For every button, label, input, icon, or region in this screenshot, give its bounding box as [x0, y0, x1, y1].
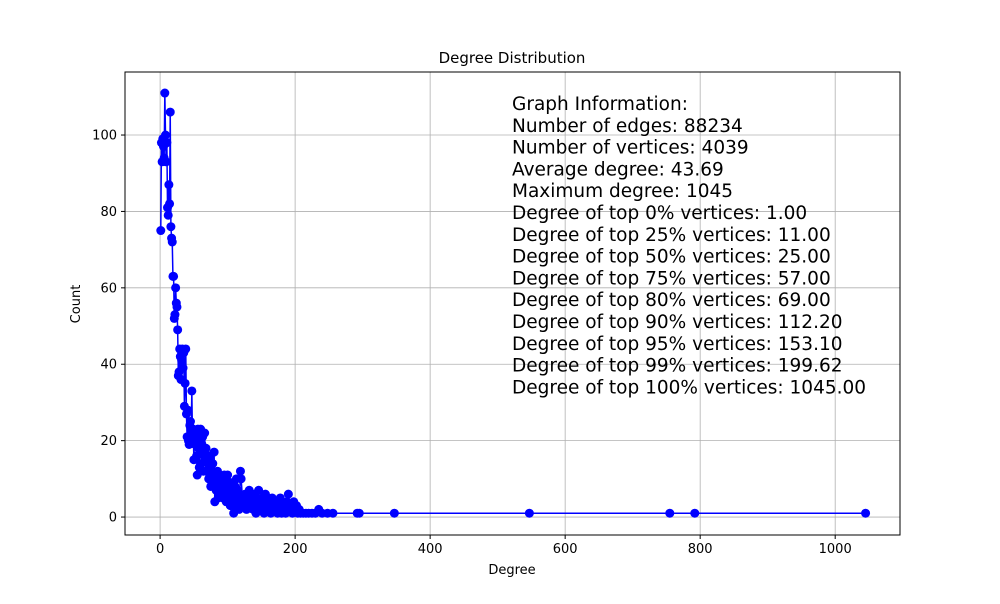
data-point	[260, 489, 270, 499]
x-tick-label: 200	[283, 542, 308, 557]
data-point	[172, 302, 182, 312]
x-tick-label: 1000	[819, 542, 852, 557]
data-point	[181, 344, 191, 354]
data-point	[201, 443, 211, 453]
x-tick-label: 0	[156, 542, 164, 557]
annotation-line: Degree of top 25% vertices: 11.00	[512, 225, 831, 246]
x-tick-label: 600	[553, 542, 578, 557]
data-point	[160, 88, 170, 98]
data-point	[235, 466, 245, 476]
data-point	[209, 447, 219, 457]
data-point	[690, 508, 700, 518]
data-point	[389, 508, 399, 518]
x-tick-label: 400	[418, 542, 443, 557]
data-point	[164, 180, 174, 190]
annotation-line: Degree of top 75% vertices: 57.00	[512, 268, 831, 289]
data-point	[165, 107, 175, 117]
data-point	[236, 474, 246, 484]
annotation-line: Degree of top 0% vertices: 1.00	[512, 203, 807, 224]
x-axis-label: Degree	[488, 563, 535, 578]
annotation-line: Degree of top 80% vertices: 69.00	[512, 290, 831, 311]
annotation-line: Maximum degree: 1045	[512, 181, 733, 202]
annotation-line: Number of edges: 88234	[512, 116, 743, 137]
data-point	[169, 271, 179, 281]
data-point	[170, 310, 180, 320]
data-point	[861, 508, 871, 518]
annotation-line: Number of vertices: 4039	[512, 138, 749, 159]
annotation-line: Degree of top 90% vertices: 112.20	[512, 312, 843, 333]
x-tick-label: 800	[688, 542, 713, 557]
y-tick-label: 20	[100, 434, 117, 449]
annotation-line: Degree of top 99% vertices: 199.62	[512, 356, 843, 377]
data-point	[524, 508, 534, 518]
data-point	[161, 157, 171, 167]
chart-title: Degree Distribution	[439, 49, 586, 67]
data-point	[192, 451, 202, 461]
data-point	[161, 130, 171, 140]
data-point	[200, 428, 210, 438]
data-point	[173, 325, 183, 335]
data-point	[178, 363, 188, 373]
plot-frame	[124, 71, 901, 536]
y-tick-label: 100	[92, 129, 117, 144]
annotation-line: Degree of top 95% vertices: 153.10	[512, 334, 843, 355]
annotation-line: Graph Information:	[512, 94, 688, 115]
data-point	[254, 485, 264, 495]
data-point	[275, 493, 285, 503]
y-tick-label: 40	[100, 358, 117, 373]
annotation-line: Degree of top 100% vertices: 1045.00	[512, 377, 866, 398]
data-point	[165, 199, 175, 209]
y-tick-label: 60	[100, 281, 117, 296]
annotation-line: Degree of top 50% vertices: 25.00	[512, 247, 831, 268]
data-point	[156, 226, 166, 236]
data-point	[166, 222, 176, 232]
data-point	[177, 355, 187, 365]
data-point	[167, 237, 177, 247]
data-point	[354, 508, 364, 518]
data-point	[162, 138, 172, 148]
data-point	[163, 210, 173, 220]
data-point	[665, 508, 675, 518]
data-point	[185, 417, 195, 427]
data-point	[180, 378, 190, 388]
data-point	[187, 386, 197, 396]
data-point	[328, 508, 338, 518]
data-point	[283, 489, 293, 499]
y-axis-label: Count	[69, 285, 84, 324]
data-point	[183, 405, 193, 415]
data-point	[223, 470, 233, 480]
data-point	[171, 283, 181, 293]
y-tick-label: 0	[109, 511, 117, 526]
y-tick-label: 80	[100, 205, 117, 220]
annotation-line: Average degree: 43.69	[512, 159, 724, 180]
data-point	[208, 459, 218, 469]
